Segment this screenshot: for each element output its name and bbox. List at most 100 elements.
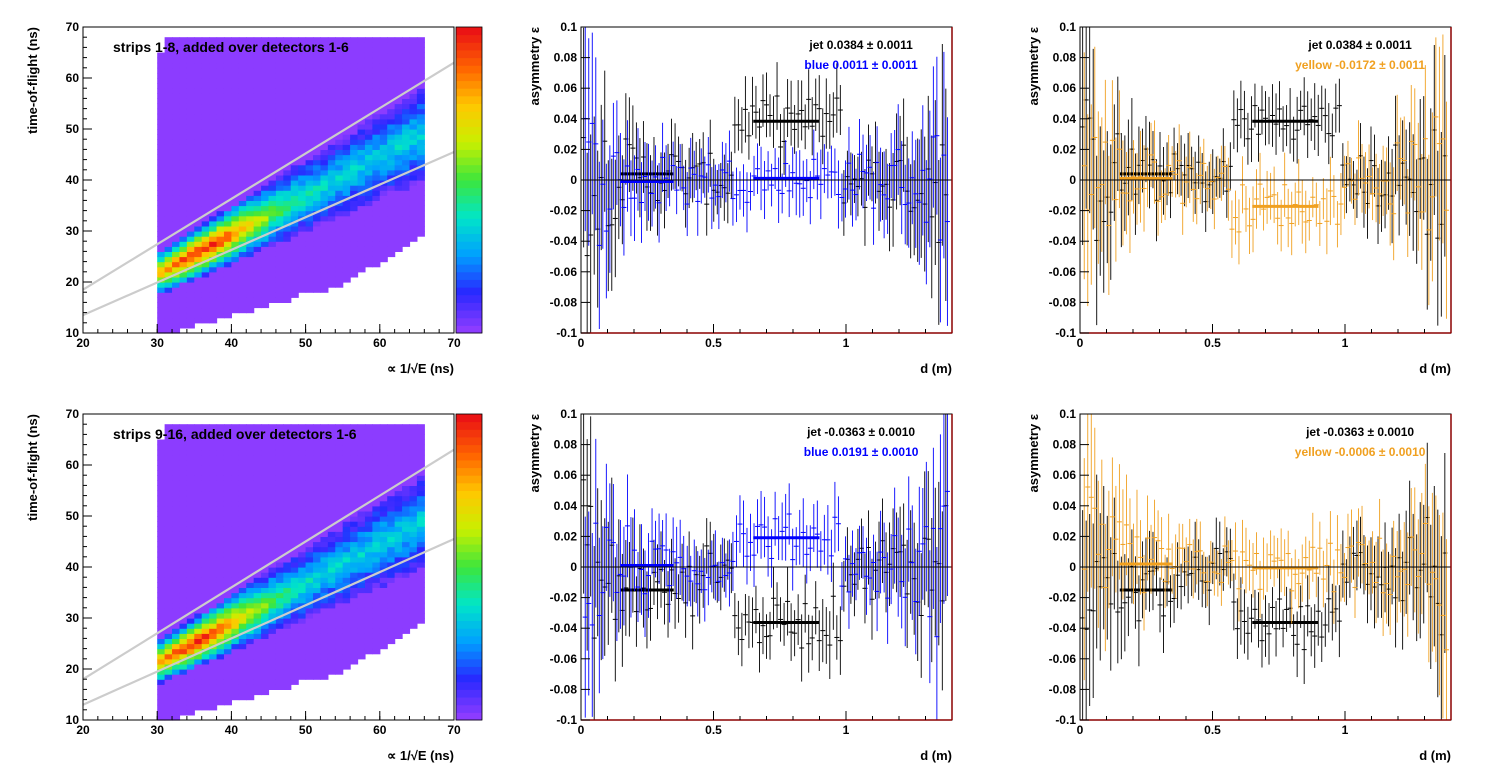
heatmap-cell	[261, 592, 270, 599]
heatmap-cell	[350, 159, 359, 166]
heatmap-cell	[231, 602, 240, 609]
heatmap-cell	[157, 658, 166, 665]
heatmap-cell	[164, 93, 173, 99]
heatmap-cell	[283, 444, 292, 451]
heatmap-cell	[186, 282, 195, 288]
heatmap-cell	[186, 42, 195, 48]
heatmap-cell	[320, 164, 329, 171]
heatmap-cell	[231, 454, 240, 461]
heatmap-cell	[186, 149, 195, 156]
heatmap-cell	[357, 210, 366, 217]
heatmap-cell	[320, 536, 329, 543]
heatmap-cell	[209, 582, 218, 588]
heatmap-cell	[157, 699, 166, 706]
heatmap-cell	[216, 37, 225, 43]
heatmap-cell	[209, 62, 218, 69]
heatmap-cell	[409, 454, 418, 461]
heatmap-cell	[283, 144, 292, 150]
heatmap-cell	[246, 485, 255, 492]
heatmap-cell	[223, 180, 232, 186]
heatmap-cell	[231, 47, 240, 54]
heatmap-cell	[290, 103, 299, 110]
heatmap-cell	[201, 251, 210, 258]
heatmap-cell	[209, 113, 218, 120]
heatmap-cell	[387, 174, 396, 181]
heatmap-cell	[268, 72, 277, 79]
heatmap-cell	[305, 108, 314, 115]
heatmap-cell	[379, 246, 388, 252]
heatmap-cell	[305, 215, 314, 222]
heatmap-cell	[402, 628, 411, 634]
heatmap-cell	[209, 465, 218, 471]
y-tick-label: -0.04	[550, 234, 578, 248]
heatmap-cell	[342, 113, 351, 120]
heatmap-cell	[364, 561, 373, 568]
heatmap-cell	[172, 638, 181, 645]
heatmap-cell	[157, 93, 166, 99]
heatmap-cell	[379, 572, 388, 578]
heatmap-cell	[350, 144, 359, 150]
heatmap-cell	[246, 454, 255, 461]
heatmap-cell	[350, 602, 359, 609]
heatmap-cell	[246, 83, 255, 89]
heatmap-cell	[179, 103, 188, 110]
heatmap-cell	[172, 266, 181, 273]
heatmap-cell	[201, 312, 210, 319]
heatmap-cell	[186, 108, 195, 115]
heatmap-cell	[275, 174, 284, 181]
heatmap-cell	[186, 225, 195, 232]
heatmap-cell	[209, 37, 218, 43]
heatmap-cell	[305, 261, 314, 268]
heatmap-cell	[238, 434, 247, 441]
heatmap-cell	[320, 449, 329, 456]
heatmap-cell	[238, 88, 247, 94]
color-scale-step	[456, 256, 482, 265]
heatmap-cell	[223, 689, 232, 696]
heatmap-cell	[186, 704, 195, 711]
heatmap-cell	[394, 220, 403, 227]
heatmap-cell	[387, 495, 396, 502]
heatmap-cell	[261, 144, 270, 150]
band-line-2	[82, 537, 455, 706]
heatmap-cell	[416, 52, 425, 59]
heatmap-cell	[164, 103, 173, 110]
heatmap-cell	[275, 246, 284, 252]
heatmap-cell	[402, 612, 411, 619]
heatmap-cell	[364, 424, 373, 430]
heatmap-cell	[164, 261, 173, 268]
heatmap-cell	[290, 251, 299, 258]
heatmap-cell	[201, 485, 210, 492]
heatmap-cell	[231, 429, 240, 435]
series-jet	[581, 27, 949, 333]
heatmap-cell	[172, 689, 181, 696]
heatmap-cell	[216, 643, 225, 650]
heatmap-cell	[157, 307, 166, 314]
heatmap-cell	[172, 57, 181, 64]
heatmap-cell	[298, 465, 307, 471]
heatmap-cell	[261, 439, 270, 446]
heatmap-cell	[261, 638, 270, 645]
heatmap-cell	[290, 551, 299, 558]
heatmap-cell	[194, 618, 203, 624]
heatmap-cell	[402, 577, 411, 583]
heatmap-cell	[379, 129, 388, 135]
heatmap-cell	[268, 510, 277, 517]
heatmap-cell	[409, 439, 418, 446]
heatmap-cell	[350, 567, 359, 573]
legend-jet: jet 0.0384 ± 0.0011	[1307, 38, 1412, 52]
heatmap-cell	[164, 597, 173, 604]
heatmap-cell	[402, 551, 411, 558]
heatmap-cell	[246, 42, 255, 48]
heatmap-cell	[172, 88, 181, 94]
heatmap-cell	[298, 592, 307, 599]
heatmap-cell	[253, 185, 262, 191]
heatmap-cell	[283, 577, 292, 583]
heatmap-cell	[275, 648, 284, 655]
heatmap-cell	[261, 561, 270, 568]
asymmetry-panel-2: 0 0.5 1-0.1-0.08-0.06-0.04-0.0200.020.040.…	[1026, 20, 1452, 376]
heatmap-cell	[268, 505, 277, 512]
heatmap-cell	[231, 638, 240, 645]
heatmap-cell	[209, 561, 218, 568]
heatmap-cell	[186, 134, 195, 140]
heatmap-cell	[201, 536, 210, 543]
